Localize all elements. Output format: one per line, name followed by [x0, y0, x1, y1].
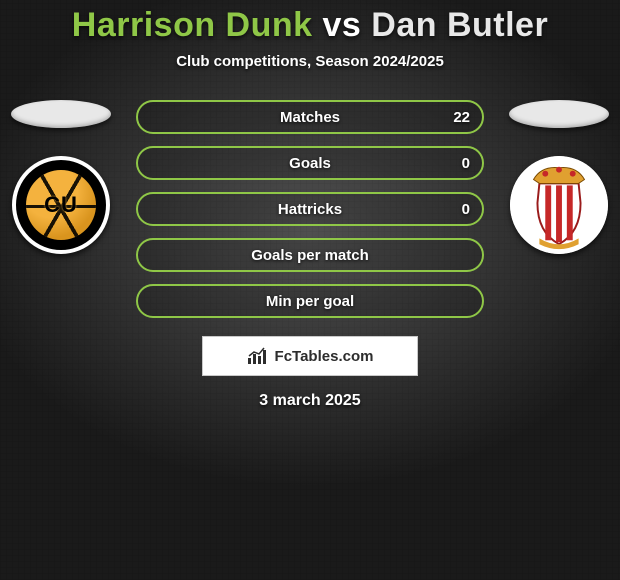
brand-text: FcTables.com: [275, 348, 374, 365]
comparison-area: CU Matches22 Goals0 Hattricks0 Goals per ma…: [0, 100, 620, 318]
club-crest-left: CU: [12, 156, 110, 254]
player2-name: Dan Butler: [371, 6, 548, 44]
stat-pill: [136, 238, 484, 272]
player1-name: Harrison Dunk: [72, 6, 313, 44]
stat-pill: [136, 100, 484, 134]
content: Harrison Dunk vs Dan Butler Club competi…: [0, 0, 620, 410]
player1-marker: [11, 100, 111, 128]
left-side: CU: [6, 100, 116, 254]
stat-row: Matches22: [136, 100, 484, 134]
brand-box: FcTables.com: [202, 336, 418, 376]
stat-pill: [136, 284, 484, 318]
stat-row: Goals0: [136, 146, 484, 180]
subtitle: Club competitions, Season 2024/2025: [176, 53, 444, 70]
player2-marker: [509, 100, 609, 128]
right-side: [504, 100, 614, 254]
date-label: 3 march 2025: [259, 392, 360, 410]
stat-row: Min per goal: [136, 284, 484, 318]
page-title: Harrison Dunk vs Dan Butler: [72, 6, 548, 45]
stat-pill: [136, 146, 484, 180]
vs-label: vs: [323, 6, 362, 44]
bar-chart-icon: [247, 347, 269, 365]
club-crest-right: [510, 156, 608, 254]
shield-crest-icon: [510, 156, 608, 254]
crest-initials: CU: [44, 192, 78, 218]
stat-pill: [136, 192, 484, 226]
stat-row: Goals per match: [136, 238, 484, 272]
stats-list: Matches22 Goals0 Hattricks0 Goals per match…: [136, 100, 484, 318]
stat-row: Hattricks0: [136, 192, 484, 226]
crest-ball-icon: CU: [26, 170, 96, 240]
